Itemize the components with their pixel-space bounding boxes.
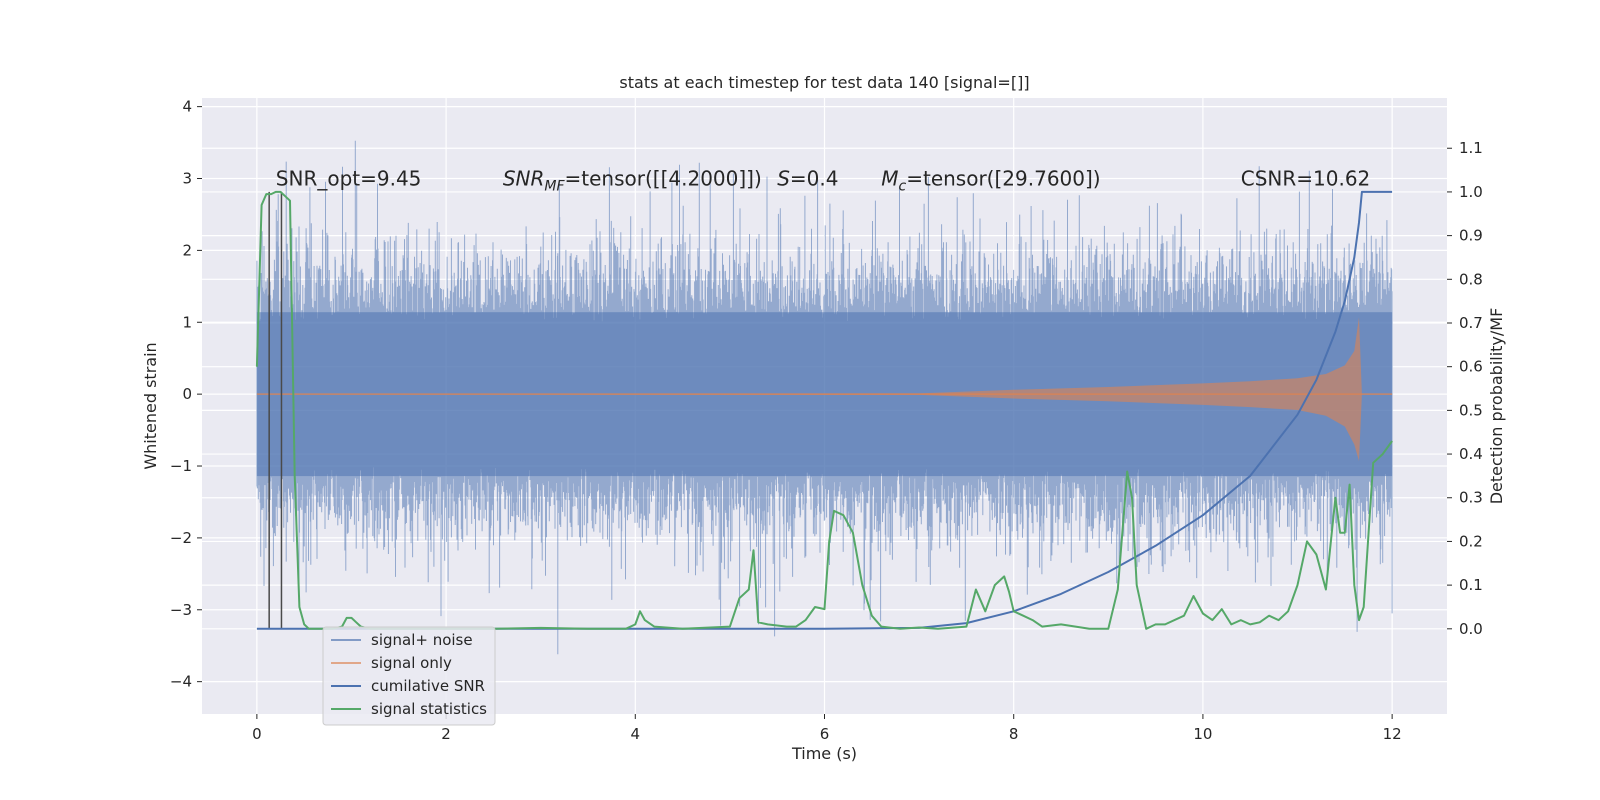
legend: signal+ noise signal only cumilative SNR si… (322, 626, 496, 726)
x-tick-label: 12 (1383, 725, 1402, 743)
y-tick-label: 4 (182, 98, 192, 116)
y-right-tick-label: 0.5 (1459, 401, 1483, 419)
y-tick-label: −1 (170, 457, 192, 475)
y-right-tick-label: 0.0 (1459, 620, 1483, 638)
y-tick-label: −3 (170, 601, 192, 619)
legend-label: signal statistics (371, 700, 487, 718)
y-tick-label: 0 (182, 385, 192, 403)
x-axis-label: Time (s) (791, 744, 857, 763)
y-right-tick-label: 0.9 (1459, 227, 1483, 245)
y-right-tick-label: 0.3 (1459, 489, 1483, 507)
y-right-tick-label: 1.1 (1459, 139, 1483, 157)
y-right-tick-label: 0.2 (1459, 532, 1483, 550)
data-layer (255, 140, 1393, 655)
y-right-tick-label: 0.6 (1459, 358, 1483, 376)
y-right-tick-label: 0.4 (1459, 445, 1483, 463)
x-tick-label: 8 (1009, 725, 1019, 743)
annotation: Mc=tensor([29.7600]) (881, 167, 1100, 195)
y-tick-label: −4 (170, 673, 192, 691)
annotation: SNR_opt=9.45 (276, 167, 422, 191)
legend-label: cumilative SNR (371, 677, 485, 695)
chart-title: stats at each timestep for test data 140… (619, 73, 1029, 92)
x-tick-label: 6 (820, 725, 830, 743)
y-tick-label: 1 (182, 313, 192, 331)
y-tick-label: 2 (182, 241, 192, 259)
y-right-tick-label: 0.7 (1459, 314, 1483, 332)
y-axis-label: Whitened strain (141, 342, 160, 469)
signal-envelope (256, 317, 1362, 461)
x-tick-label: 2 (441, 725, 451, 743)
series-signal-statistics (255, 190, 1393, 630)
series-signal-only (256, 317, 1393, 461)
legend-label: signal only (371, 654, 452, 672)
series-cumulative-snr (256, 190, 1393, 630)
annotation: SNRMF=tensor([[4.2000]]) (503, 167, 762, 195)
x-tick-label: 0 (252, 725, 262, 743)
y-axis-right-label: Detection probability/MF (1487, 308, 1506, 505)
legend-label: signal+ noise (371, 631, 473, 649)
y-right-tick-label: 0.1 (1459, 576, 1483, 594)
x-tick-label: 4 (631, 725, 641, 743)
annotation: CSNR=10.62 (1241, 167, 1371, 191)
annotation: S=0.4 (777, 167, 838, 191)
axes: 0 2 4 6 8 10 12−4−3−2−1012340.00.10.20.30.40.5… (170, 98, 1483, 743)
y-right-tick-label: 0.8 (1459, 270, 1483, 288)
annotations: SNR_opt=9.45 SNRMF=tensor([[4.2000]]) S=0.… (276, 167, 1371, 195)
x-tick-label: 10 (1193, 725, 1212, 743)
legend-box (322, 626, 496, 726)
y-tick-label: −2 (170, 529, 192, 547)
y-right-tick-label: 1.0 (1459, 183, 1483, 201)
y-tick-label: 3 (182, 170, 192, 188)
